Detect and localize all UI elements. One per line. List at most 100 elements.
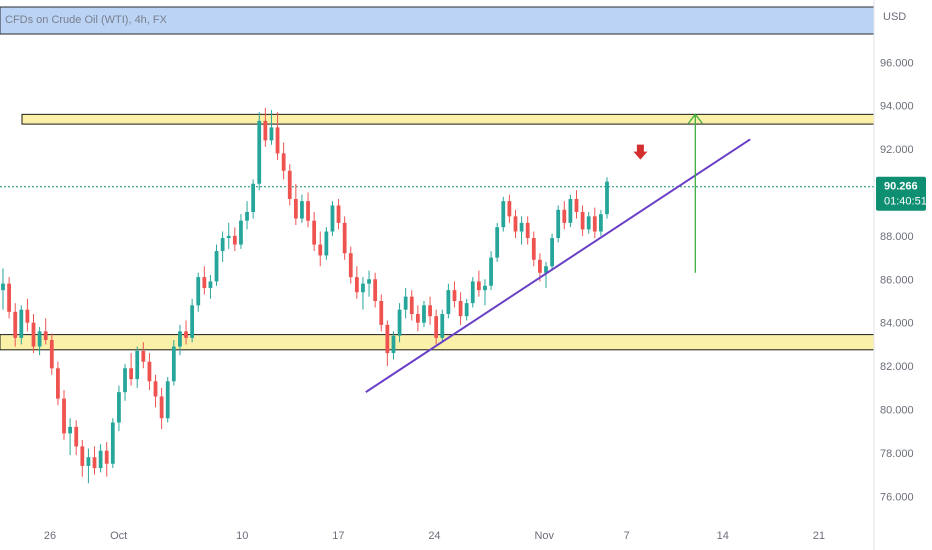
candle xyxy=(251,179,256,219)
candle xyxy=(153,374,158,408)
candle-body xyxy=(391,335,396,354)
candle-body xyxy=(586,216,591,230)
candle xyxy=(385,320,390,367)
candle xyxy=(605,177,609,219)
candle xyxy=(599,209,603,236)
candle-body xyxy=(348,253,353,278)
x-tick-label: 10 xyxy=(236,530,248,542)
candle xyxy=(592,207,597,239)
candle-body xyxy=(440,314,445,338)
candle-body xyxy=(257,120,262,184)
candle xyxy=(306,192,310,228)
x-tick-label: 7 xyxy=(624,530,630,542)
candle-body xyxy=(489,257,493,286)
candle xyxy=(190,298,195,343)
y-tick-label: 92.000 xyxy=(880,144,914,156)
candle xyxy=(147,353,152,390)
candle-body xyxy=(214,251,219,282)
candle-body xyxy=(562,209,567,223)
candle-body xyxy=(92,457,97,469)
candle xyxy=(220,231,225,262)
candle xyxy=(458,292,463,325)
x-axis: 26 Oct 10 17 24 Nov 7 14 21 xyxy=(44,530,825,542)
candle xyxy=(43,318,48,345)
trendline[interactable] xyxy=(365,138,751,393)
candle xyxy=(324,227,329,260)
candle xyxy=(214,244,219,286)
candle xyxy=(293,183,298,226)
candle xyxy=(7,277,11,319)
candle xyxy=(452,281,457,308)
candle xyxy=(501,196,506,232)
candle-body xyxy=(379,300,384,325)
candle xyxy=(135,346,140,388)
candle-body xyxy=(531,238,536,260)
candle-body xyxy=(232,235,237,245)
candle-body xyxy=(117,392,121,423)
candle xyxy=(556,205,561,243)
candle xyxy=(62,389,66,440)
candle-body xyxy=(147,361,152,382)
candle xyxy=(1,268,5,310)
candle-body xyxy=(580,212,585,230)
candle-body xyxy=(409,296,414,314)
y-tick-label: 86.000 xyxy=(880,274,914,286)
candle xyxy=(184,320,188,345)
y-axis: 96.00094.00092.00090.00088.00086.00084.0… xyxy=(880,57,914,503)
candle xyxy=(37,327,42,356)
x-tick-label: 21 xyxy=(813,530,825,542)
candle-body xyxy=(208,281,213,288)
candle-body xyxy=(513,216,518,232)
candle-body xyxy=(98,450,103,469)
candle-body xyxy=(318,244,323,256)
candle-body xyxy=(574,198,579,212)
candle xyxy=(56,361,60,406)
candle xyxy=(550,233,554,271)
candle xyxy=(269,110,274,145)
candle xyxy=(263,107,268,147)
candle-body xyxy=(537,259,542,273)
candle-body xyxy=(49,340,54,369)
x-tick-label: 14 xyxy=(717,530,729,542)
candle xyxy=(171,340,176,386)
candle xyxy=(68,418,73,456)
candle-body xyxy=(245,212,249,221)
candle-body xyxy=(184,331,188,338)
candle xyxy=(117,385,121,432)
candle xyxy=(281,142,286,180)
y-tick-label: 82.000 xyxy=(880,361,914,373)
candle-body xyxy=(495,227,500,258)
candle-body xyxy=(74,426,79,447)
target-arrow-head xyxy=(687,113,703,124)
candle xyxy=(361,277,365,310)
candle xyxy=(239,214,243,249)
candle-body xyxy=(129,368,134,380)
candle-body xyxy=(165,381,170,419)
symbol-label[interactable]: CFDs on Crude Oil (WTI), 4h, FX xyxy=(5,14,168,26)
candle-body xyxy=(470,281,475,304)
candle xyxy=(318,231,323,267)
candle xyxy=(141,342,146,369)
candle-body xyxy=(452,290,457,301)
candle xyxy=(531,231,536,267)
candle xyxy=(379,294,384,332)
candle-body xyxy=(476,281,481,291)
candle-body xyxy=(599,214,603,232)
candle-body xyxy=(501,201,506,228)
candle xyxy=(391,331,396,360)
candle-body xyxy=(415,314,420,323)
candle-body xyxy=(86,457,91,466)
y-tick-label: 96.000 xyxy=(880,57,914,69)
sell-arrow-icon xyxy=(633,144,648,160)
price-badge-bg xyxy=(876,176,926,211)
candle xyxy=(470,277,475,308)
candle xyxy=(373,272,378,308)
candle xyxy=(226,222,231,249)
candle xyxy=(409,290,414,321)
candle xyxy=(165,376,170,423)
candles-layer xyxy=(1,107,609,484)
zones-layer xyxy=(0,113,875,351)
candle-body xyxy=(519,222,524,232)
resistance-zone[interactable] xyxy=(21,113,875,125)
